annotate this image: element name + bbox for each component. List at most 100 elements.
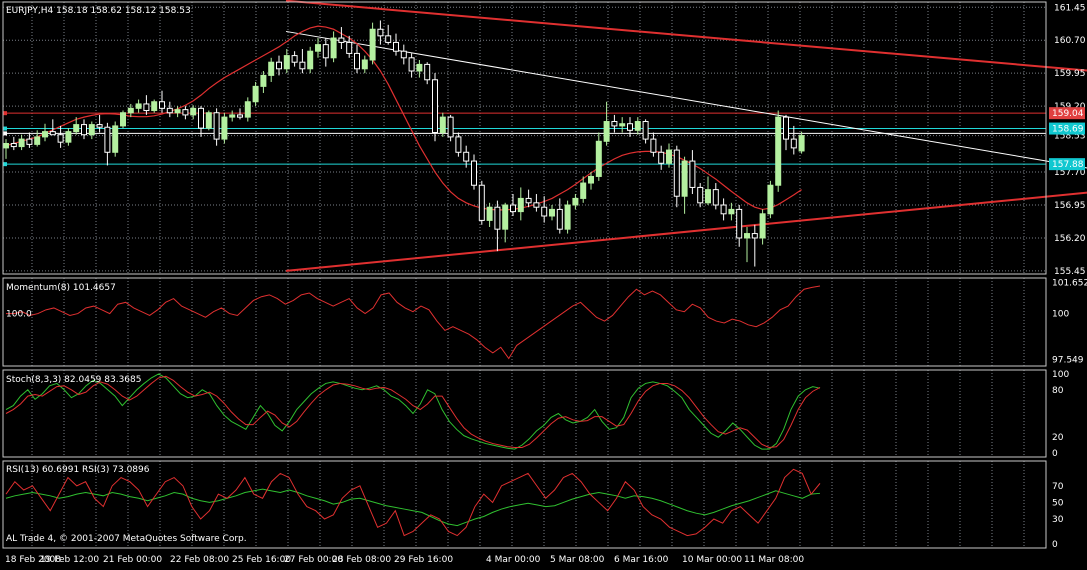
candle-body xyxy=(502,204,509,230)
indicator-axis-tick-label: 100 xyxy=(1052,370,1069,380)
price-label-text: 159.04 xyxy=(1052,109,1084,119)
candle-body xyxy=(627,123,633,131)
candle-body xyxy=(120,112,126,127)
candle-body xyxy=(88,124,95,136)
price-label-box xyxy=(1049,107,1085,120)
candle-body xyxy=(471,160,477,186)
candle-body xyxy=(3,142,9,149)
candle-body xyxy=(174,109,181,114)
candle-body xyxy=(268,61,275,76)
price-axis-tick-label: 159.20 xyxy=(1054,102,1086,112)
candle-body xyxy=(190,107,197,116)
time-axis-tick-label: 22 Feb 08:00 xyxy=(170,555,229,565)
time-axis-tick-label: 6 Mar 16:00 xyxy=(614,555,669,565)
time-axis-tick-label: 25 Feb 16:00 xyxy=(232,555,291,565)
candle-body xyxy=(26,138,33,145)
candle-body xyxy=(198,107,204,129)
momentum-title: Momentum(8) 101.4657 xyxy=(6,283,116,293)
candle-body xyxy=(681,160,688,197)
candle-body xyxy=(338,37,345,43)
candle-body xyxy=(346,41,353,54)
candle-body xyxy=(642,121,649,140)
candle-body xyxy=(790,138,797,149)
symbol-header: EURJPY,H4 158.18 158.62 158.12 158.53 xyxy=(6,6,191,16)
price-label-box xyxy=(1049,122,1085,135)
candle-body xyxy=(705,189,711,204)
indicator-axis-tick-label: 0 xyxy=(1052,540,1058,550)
axis-labels-layer: 161.45 160.70 159.95 159.20 158.53 157.70 156.… xyxy=(5,3,1087,565)
horizontal-line-handle xyxy=(3,162,7,167)
candle-body xyxy=(697,186,704,204)
candle-body xyxy=(494,206,501,230)
candle-body xyxy=(432,79,438,134)
time-axis-tick-label: 18 Feb 2008 xyxy=(5,555,61,565)
candle-body xyxy=(354,52,360,70)
trendline-white xyxy=(285,30,1087,169)
candle-body xyxy=(564,204,571,230)
candle-body xyxy=(580,182,587,199)
candle-body xyxy=(65,131,72,143)
candle-body xyxy=(291,55,298,63)
candle-body xyxy=(798,135,805,152)
candle-body xyxy=(759,213,766,239)
candle-body xyxy=(525,197,532,204)
indicator-axis-tick-label: 101.6522 xyxy=(1052,279,1087,289)
candle-body xyxy=(463,151,470,162)
candle-body xyxy=(416,63,423,72)
stochastic-title: Stoch(8,3,3) 82.0459 83.3685 xyxy=(6,375,141,385)
horizontal-line-handle xyxy=(3,111,7,116)
candle-body xyxy=(377,28,384,37)
rsi-title: RSI(13) 60.6991 RSI(3) 73.0896 xyxy=(6,465,150,475)
candle-body xyxy=(385,35,392,43)
candle-body xyxy=(634,121,641,131)
candle-body xyxy=(96,124,103,128)
time-axis-tick-label: 29 Feb 16:00 xyxy=(394,555,453,565)
candle-body xyxy=(276,61,282,70)
indicator-axis-tick-label: 100 xyxy=(1052,310,1069,320)
candle-body xyxy=(205,112,212,129)
candle-body xyxy=(455,136,462,153)
trendline-lower-red xyxy=(285,191,1087,272)
candle-body xyxy=(478,184,485,221)
candle-body xyxy=(447,116,454,138)
time-axis-tick-label: 21 Feb 00:00 xyxy=(103,555,162,565)
candle-body xyxy=(611,121,618,127)
candle-body xyxy=(393,41,399,52)
candle-body xyxy=(619,123,626,127)
horizontal-line-handle xyxy=(3,126,7,131)
indicator-axis-tick-label: 97.549 xyxy=(1052,355,1084,365)
indicator-level-label: 100.0 xyxy=(6,310,32,320)
indicator-series-line xyxy=(5,468,821,537)
reference-lines-layer xyxy=(3,0,1087,272)
trendline-upper-red xyxy=(285,0,1087,72)
candle-body xyxy=(588,175,594,184)
panel-frames-layer xyxy=(2,1,1047,549)
candle-body xyxy=(307,50,314,70)
candle-body xyxy=(18,138,25,148)
candle-body xyxy=(408,57,415,72)
indicator-axis-tick-label: 30 xyxy=(1052,515,1064,525)
panel-frame xyxy=(2,460,1047,549)
candle-body xyxy=(10,142,17,148)
panel-frame xyxy=(2,277,1047,367)
candle-body xyxy=(549,208,555,217)
candle-body xyxy=(673,149,680,197)
candle-body xyxy=(182,109,189,116)
candle-body xyxy=(73,124,80,133)
candle-body xyxy=(237,114,243,118)
candle-body xyxy=(775,116,782,186)
time-axis-tick-label: 5 Mar 08:00 xyxy=(550,555,605,565)
candle-body xyxy=(361,59,368,70)
indicator-series-line xyxy=(6,285,821,360)
candle-body xyxy=(783,116,789,140)
candle-body xyxy=(315,44,321,52)
candle-body xyxy=(159,101,165,109)
candle-body xyxy=(400,50,407,59)
candle-body xyxy=(556,208,563,230)
candle-body xyxy=(439,116,446,134)
indicator-axis-tick-label: 20 xyxy=(1052,433,1064,443)
candle-body xyxy=(330,37,337,59)
candle-body xyxy=(213,112,220,140)
